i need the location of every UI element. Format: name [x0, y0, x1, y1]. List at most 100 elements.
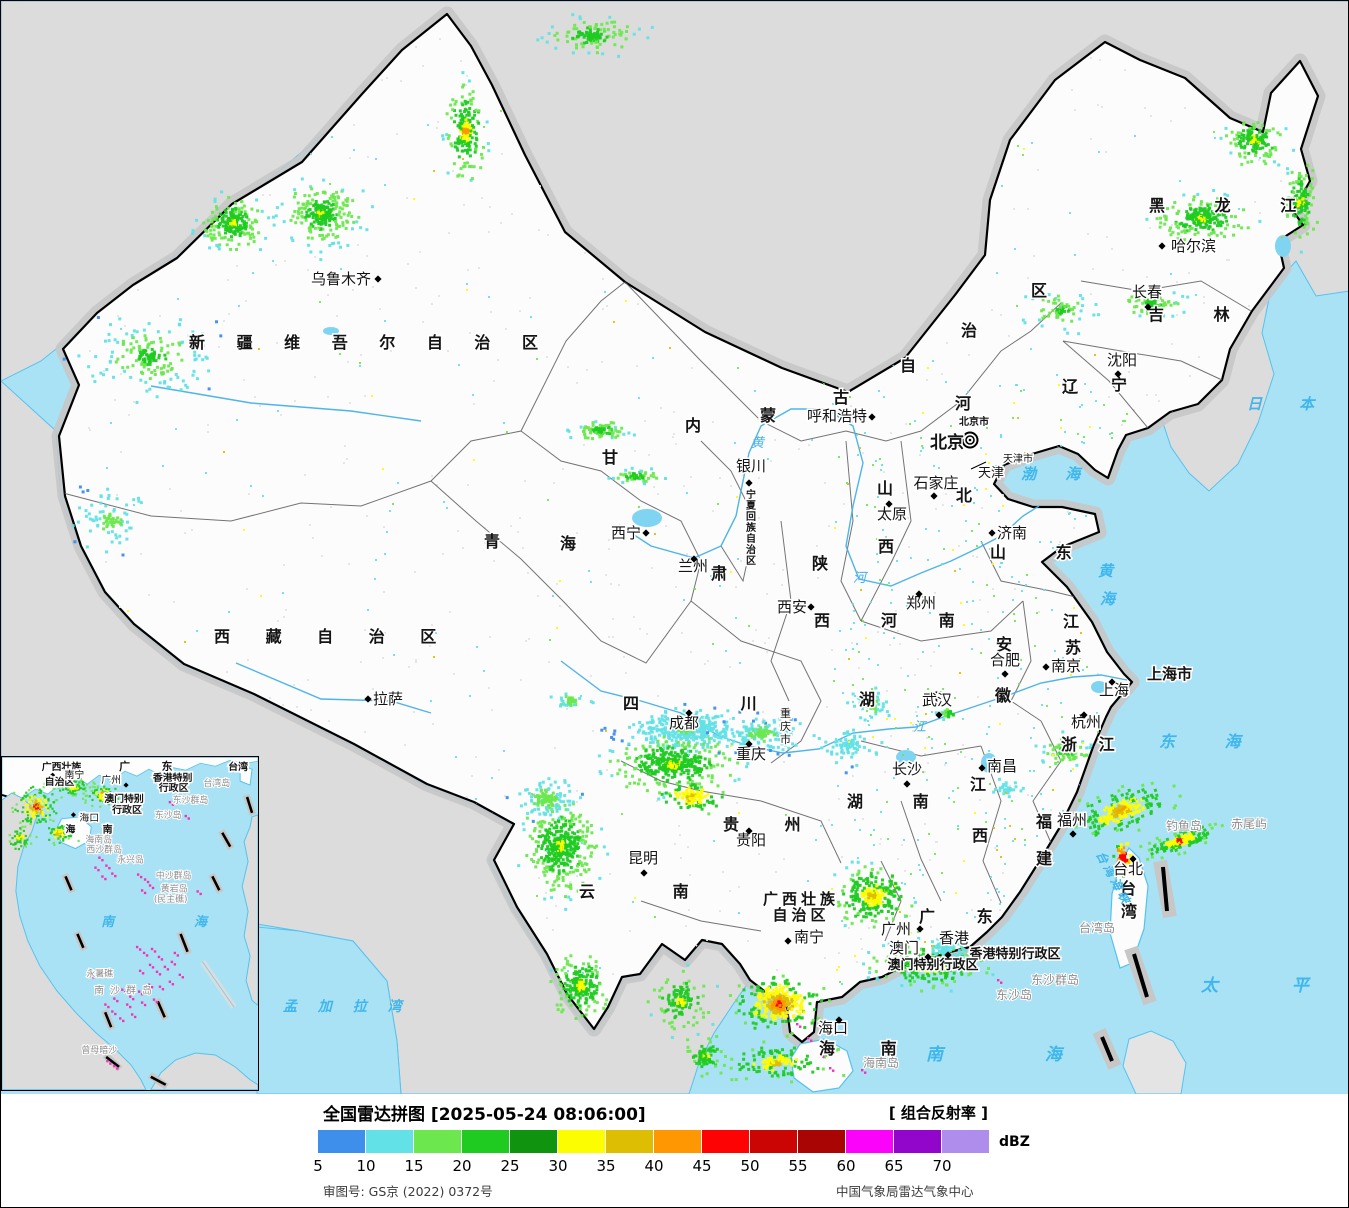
city-marker: [640, 869, 648, 877]
province-label: 宁: [1111, 375, 1127, 394]
city-label: 台北: [1113, 860, 1143, 878]
radar-echo-cluster: [686, 1035, 734, 1078]
city-label: 澳门: [889, 939, 919, 957]
colorbar-segment-70: [942, 1130, 990, 1153]
colorbar-tick-35: 35: [596, 1157, 616, 1175]
city-label: 香港: [939, 929, 969, 947]
city-label: 长沙: [892, 760, 922, 778]
dbz-unit-label: dBZ: [999, 1134, 1030, 1150]
inset-reef-marker: [140, 889, 144, 892]
inset-city-label: 海口: [79, 811, 99, 824]
sea-label: 渤 海: [1021, 465, 1092, 483]
colorbar-segment-20: [462, 1130, 510, 1153]
province-label: 台: [1120, 879, 1136, 898]
city-marker: [1069, 830, 1077, 838]
inset-reef-marker: [173, 963, 177, 966]
inset-city-marker: [70, 812, 77, 818]
colorbar-tick-65: 65: [884, 1157, 904, 1175]
river: [618, 408, 1040, 587]
inset-reef-marker: [109, 1062, 112, 1065]
boundary-dash: [1100, 1036, 1114, 1062]
colorbar-segment-65: [894, 1130, 942, 1153]
city-marker: [835, 1016, 843, 1024]
province-label: 河 南: [881, 611, 973, 630]
colorbar-segment-15: [414, 1130, 462, 1153]
city-label: 哈尔滨: [1171, 237, 1216, 255]
city-marker: [745, 740, 753, 748]
reef-marker: [832, 1069, 835, 1072]
inset-reef-marker: [158, 973, 162, 976]
inset-province-label: 行政区: [158, 781, 189, 794]
boundary-dash: [1132, 953, 1149, 998]
inset-island-label: 永兴岛: [117, 853, 144, 865]
city-marker: [930, 492, 938, 500]
colorbar-segment-40: [654, 1130, 702, 1153]
inset-reef-marker: [114, 874, 117, 878]
inset-reef-marker: [141, 972, 145, 975]
river: [235, 662, 432, 714]
city-marker: [924, 953, 932, 961]
city-marker: [915, 590, 923, 598]
inset-reef-marker: [135, 945, 139, 949]
city-marker: [1108, 678, 1116, 686]
inset-reef-marker: [163, 965, 167, 969]
city-marker: [364, 695, 372, 703]
sea-label: 海: [1100, 590, 1118, 608]
province-label: 黑 龙 江: [1149, 196, 1318, 215]
inset-reef-marker: [107, 1005, 110, 1009]
inset-reef-marker: [101, 859, 104, 862]
colorbar-segment-35: [606, 1130, 654, 1153]
inset-reef-marker: [158, 985, 162, 988]
inset-island-label: 南沙群岛: [94, 983, 157, 996]
colorbar-tick-55: 55: [788, 1157, 808, 1175]
province-label: 山: [877, 479, 893, 498]
radar-echo-cluster: [1034, 730, 1093, 767]
municipality-label: 澳门特别行政区: [887, 957, 978, 973]
city-marker: [784, 937, 792, 945]
inset-city-label: 南宁: [65, 768, 85, 781]
city-label: 拉萨: [373, 690, 403, 708]
radar-echo-cluster: [505, 777, 584, 823]
inset-sea-label: 南 海: [101, 914, 244, 930]
province-label: 肃: [711, 564, 727, 583]
inset-island-label: 曾母暗沙: [81, 1044, 117, 1056]
inset-island-label: 永暑礁: [86, 968, 113, 980]
radar-echo-cluster: [549, 692, 595, 708]
island-label: 台湾岛: [1079, 920, 1115, 935]
inset-reef-marker: [168, 800, 172, 804]
city-marker: [1129, 855, 1137, 863]
colorbar-tick-40: 40: [644, 1157, 664, 1175]
colorbar-segment-45: [702, 1130, 750, 1153]
province-label: 蒙: [760, 406, 776, 425]
province-label: 云 南: [579, 882, 725, 901]
province-label: 自: [900, 356, 916, 375]
inset-reef-marker: [148, 884, 152, 887]
province-line: [624, 281, 1062, 442]
inset-reef-marker: [105, 864, 108, 867]
radar-echo-cluster: [992, 777, 1025, 799]
radar-map: 新 疆 维 吾 尔 自 治 区西 藏 自 治 区青海甘肃内蒙古自治区河北山西山 …: [1, 1, 1348, 1094]
inset-reef-marker: [178, 973, 182, 976]
city-marker: [1042, 663, 1050, 671]
sea-label: 南 海: [926, 1045, 1110, 1065]
inset-reef-marker: [138, 948, 142, 951]
inset-reef-marker: [111, 1010, 114, 1013]
inset-reef-marker: [131, 997, 135, 1001]
radar-echo-cluster: [934, 708, 955, 722]
radar-echo-cluster: [913, 932, 968, 961]
inset-reef-marker: [136, 873, 140, 876]
inset-province-label: 行政区: [111, 803, 142, 816]
inset-reef-marker: [121, 988, 124, 991]
inset-reef-marker: [171, 983, 175, 986]
province-label: 江: [1063, 612, 1079, 631]
city-marker: [1114, 370, 1122, 378]
colorbar-tick-30: 30: [548, 1157, 568, 1175]
inset-boundary-dash: [105, 1055, 120, 1068]
radar-echo-cluster: [600, 702, 768, 754]
inset-boundary-dash: [179, 933, 189, 953]
radar-echo-cluster: [706, 711, 802, 757]
radar-echo-cluster: [658, 783, 725, 816]
sea-label: 黄: [1098, 562, 1115, 580]
municipality-label: 天津市: [1003, 452, 1033, 465]
city-marker: [745, 827, 753, 835]
